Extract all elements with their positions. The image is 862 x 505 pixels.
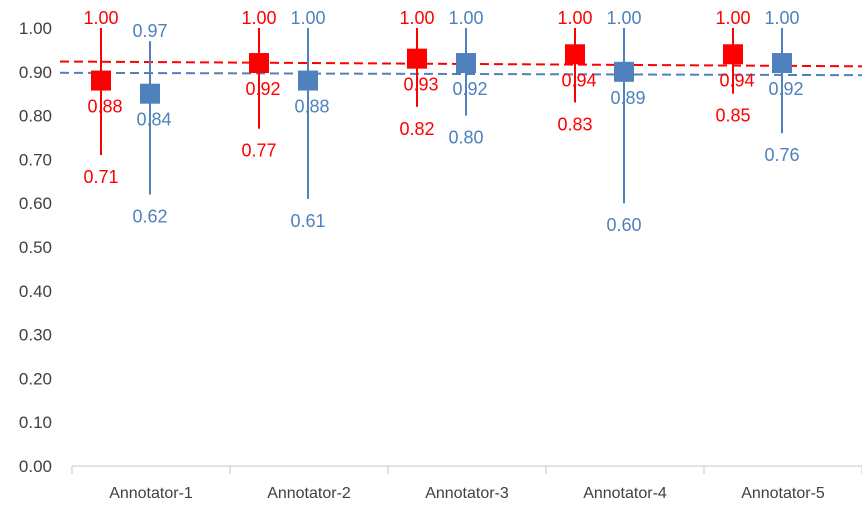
max-label: 1.00 (764, 8, 799, 28)
y-tick-label: 0.20 (19, 369, 52, 388)
data-point-marker (456, 53, 476, 74)
max-label: 1.00 (715, 8, 750, 28)
max-label: 1.00 (606, 8, 641, 28)
value-label: 0.92 (768, 79, 803, 99)
data-point-marker (298, 70, 318, 91)
value-label: 0.92 (245, 79, 280, 99)
x-category-label: Annotator-2 (267, 485, 351, 502)
x-category-label: Annotator-3 (425, 485, 509, 502)
y-axis-tick-labels: 0.00 0.10 0.20 0.30 0.40 0.50 0.60 0.70 0.80 0.90… (19, 19, 52, 476)
data-point-marker (565, 44, 585, 65)
max-label: 1.00 (557, 8, 592, 28)
x-axis: Annotator-1 Annotator-2 Annotator-3 Annotat… (71, 465, 862, 502)
min-label: 0.82 (399, 119, 434, 139)
value-label: 0.88 (294, 97, 329, 117)
y-tick-label: 0.30 (19, 326, 52, 345)
min-label: 0.83 (557, 114, 592, 134)
min-label: 0.61 (290, 211, 325, 231)
max-label: 1.00 (448, 8, 483, 28)
max-label: 0.97 (132, 21, 167, 41)
y-tick-label: 0.10 (19, 413, 52, 432)
max-label: 1.00 (399, 8, 434, 28)
data-point-marker (772, 53, 792, 74)
y-tick-label: 0.60 (19, 194, 52, 213)
value-label: 0.93 (403, 75, 438, 95)
reference-line (59, 71, 862, 77)
data-point-marker (91, 70, 111, 91)
max-label: 1.00 (83, 8, 118, 28)
data-point-marker (249, 53, 269, 74)
x-category-label: Annotator-5 (741, 485, 825, 502)
series-layer: 1.00 0.88 0.71 1.00 0.92 0.77 1.00 0.93 0.82 1.00… (83, 8, 803, 235)
min-label: 0.60 (606, 215, 641, 235)
min-label: 0.77 (241, 141, 276, 161)
data-point-marker (614, 61, 634, 82)
value-label: 0.89 (610, 88, 645, 108)
y-tick-label: 0.80 (19, 107, 52, 126)
y-tick-label: 0.70 (19, 150, 52, 169)
y-tick-label: 0.00 (19, 457, 52, 476)
y-tick-label: 1.00 (19, 19, 52, 38)
x-category-label: Annotator-1 (109, 485, 193, 502)
value-label: 0.94 (719, 70, 754, 90)
max-label: 1.00 (241, 8, 276, 28)
value-label: 0.88 (87, 97, 122, 117)
x-category-label: Annotator-4 (583, 485, 667, 502)
value-label: 0.94 (561, 70, 596, 90)
data-point-marker (140, 83, 160, 104)
series-2: 0.97 0.84 0.62 1.00 0.88 0.61 1.00 0.92 0.80 1.00… (132, 8, 803, 235)
min-label: 0.85 (715, 106, 750, 126)
data-point-marker (723, 44, 743, 65)
min-label: 0.80 (448, 128, 483, 148)
value-label: 0.92 (452, 79, 487, 99)
reference-line (59, 60, 862, 68)
reference-lines (59, 60, 862, 77)
data-point-marker (407, 48, 427, 69)
max-label: 1.00 (290, 8, 325, 28)
value-label: 0.84 (136, 110, 171, 130)
series-1: 1.00 0.88 0.71 1.00 0.92 0.77 1.00 0.93 0.82 1.00… (83, 8, 754, 187)
min-label: 0.76 (764, 145, 799, 165)
min-label: 0.62 (132, 206, 167, 226)
y-tick-label: 0.90 (19, 63, 52, 82)
y-tick-label: 0.50 (19, 238, 52, 257)
min-label: 0.71 (83, 167, 118, 187)
y-tick-label: 0.40 (19, 282, 52, 301)
